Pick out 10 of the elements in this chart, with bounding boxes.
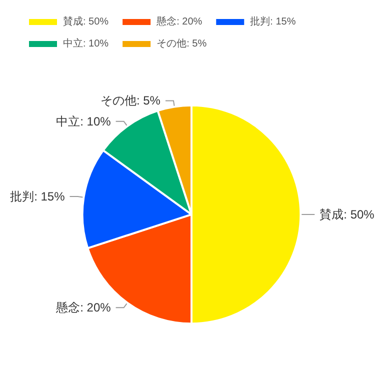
slice-label: 批判: 15% [10,189,66,204]
legend-label: その他: 5% [156,38,207,50]
legend-label: 批判: 15% [250,16,296,28]
slice-label: その他: 5% [100,94,161,108]
slice-label: 賛成: 50% [320,207,375,222]
slice-label: 中立: 10% [56,114,112,128]
slice-label: 懸念: 20% [55,300,112,315]
legend-label: 懸念: 20% [156,16,202,28]
legend-label: 中立: 10% [63,38,109,50]
legend-label: 賛成: 50% [63,16,109,28]
